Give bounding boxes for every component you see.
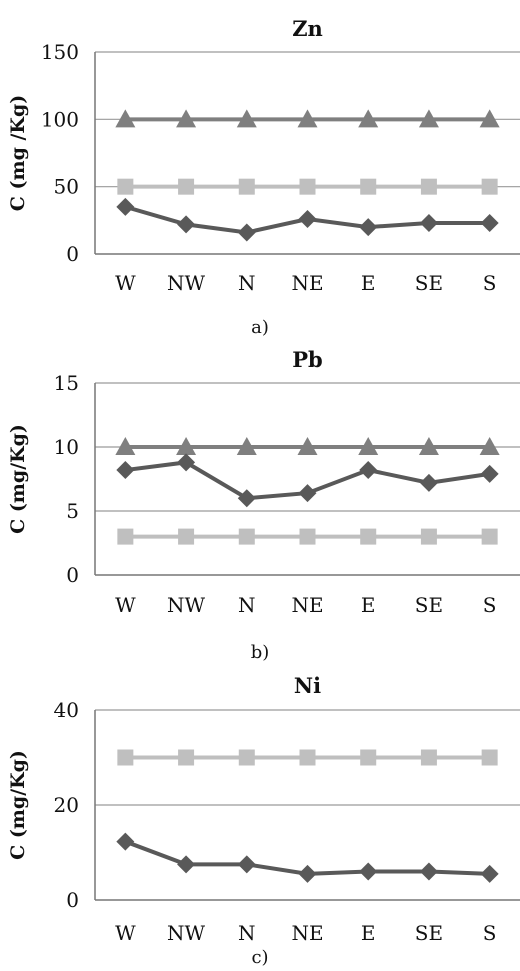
chart-ni: 0 20 40 W NW N NE E SE S Ni C (mg/Kg) c) [7, 673, 520, 968]
y-tick-label: 100 [41, 107, 79, 131]
data-point-square [117, 179, 133, 195]
data-point-diamond [116, 833, 134, 851]
series-square [117, 529, 497, 545]
x-tick-label: N [238, 921, 256, 945]
data-point-diamond [420, 214, 438, 232]
x-tick-label: E [361, 593, 376, 617]
data-point-diamond [238, 855, 256, 873]
chart-title: Zn [292, 16, 323, 41]
data-point-square [239, 750, 255, 766]
y-tick-label: 15 [54, 371, 79, 395]
data-point-diamond [299, 210, 317, 228]
data-point-square [239, 529, 255, 545]
data-point-square [300, 529, 316, 545]
x-tick-label: NW [167, 593, 206, 617]
data-point-diamond [359, 218, 377, 236]
x-tick-label: N [238, 593, 256, 617]
x-tick-label: NE [291, 271, 323, 295]
series-square [117, 750, 497, 766]
data-point-diamond [359, 461, 377, 479]
y-tick-label: 150 [41, 40, 79, 64]
data-point-square [117, 750, 133, 766]
data-point-square [117, 529, 133, 545]
data-point-diamond [177, 453, 195, 471]
data-point-square [178, 750, 194, 766]
chart-caption: c) [251, 947, 268, 968]
data-point-square [178, 529, 194, 545]
data-point-diamond [177, 215, 195, 233]
data-point-diamond [238, 489, 256, 507]
series-triangle [115, 437, 499, 455]
data-point-square [360, 179, 376, 195]
x-tick-label: W [115, 593, 136, 617]
data-point-diamond [177, 855, 195, 873]
data-point-diamond [359, 863, 377, 881]
data-point-square [239, 179, 255, 195]
chart-zn: 0 50 100 150 W NW N NE E SE S Zn C (mg /Kg) a) [7, 16, 520, 338]
x-tick-label: S [483, 921, 497, 945]
y-axis-label: C (mg/Kg) [7, 750, 29, 860]
x-tick-label: NW [167, 271, 206, 295]
data-point-diamond [481, 865, 499, 883]
x-tick-label: NW [167, 921, 206, 945]
data-point-diamond [299, 865, 317, 883]
y-axis-label: C (mg /Kg) [7, 95, 29, 211]
y-tick-label: 10 [54, 435, 79, 459]
x-tick-label: E [361, 271, 376, 295]
chart-pb: 0 5 10 15 W NW N NE E SE S Pb C (mg/Kg) b) [7, 347, 520, 663]
series-diamond [116, 198, 498, 242]
y-tick-label: 20 [54, 793, 79, 817]
x-tick-label: N [238, 271, 256, 295]
data-point-diamond [420, 474, 438, 492]
series-diamond [116, 453, 498, 507]
data-point-square [421, 750, 437, 766]
x-tick-label: S [483, 271, 497, 295]
y-tick-label: 0 [66, 563, 79, 587]
chart-title: Ni [294, 673, 321, 698]
data-point-diamond [116, 198, 134, 216]
chart-caption: a) [251, 317, 269, 338]
data-point-square [421, 179, 437, 195]
x-tick-label: NE [291, 593, 323, 617]
x-tick-label: SE [415, 593, 443, 617]
data-point-square [421, 529, 437, 545]
data-point-diamond [238, 223, 256, 241]
data-point-square [482, 750, 498, 766]
data-point-diamond [420, 863, 438, 881]
data-point-square [300, 750, 316, 766]
x-tick-label: S [483, 593, 497, 617]
series-triangle [115, 109, 499, 127]
data-point-diamond [481, 465, 499, 483]
data-point-diamond [299, 484, 317, 502]
x-tick-label: W [115, 271, 136, 295]
series-square [117, 179, 497, 195]
data-point-square [178, 179, 194, 195]
data-point-diamond [481, 214, 499, 232]
y-tick-label: 50 [54, 175, 79, 199]
x-tick-label: SE [415, 921, 443, 945]
x-tick-label: E [361, 921, 376, 945]
y-tick-label: 5 [66, 499, 79, 523]
data-point-square [482, 179, 498, 195]
x-tick-label: NE [291, 921, 323, 945]
data-point-square [482, 529, 498, 545]
y-tick-label: 0 [66, 888, 79, 912]
y-axis-label: C (mg/Kg) [7, 424, 29, 534]
chart-caption: b) [251, 642, 270, 663]
data-point-square [360, 529, 376, 545]
data-point-square [360, 750, 376, 766]
data-point-diamond [116, 461, 134, 479]
chart-title: Pb [292, 347, 322, 372]
y-tick-label: 0 [66, 242, 79, 266]
x-tick-label: W [115, 921, 136, 945]
data-point-square [300, 179, 316, 195]
y-tick-label: 40 [54, 698, 79, 722]
series-diamond [116, 833, 498, 883]
x-tick-label: SE [415, 271, 443, 295]
